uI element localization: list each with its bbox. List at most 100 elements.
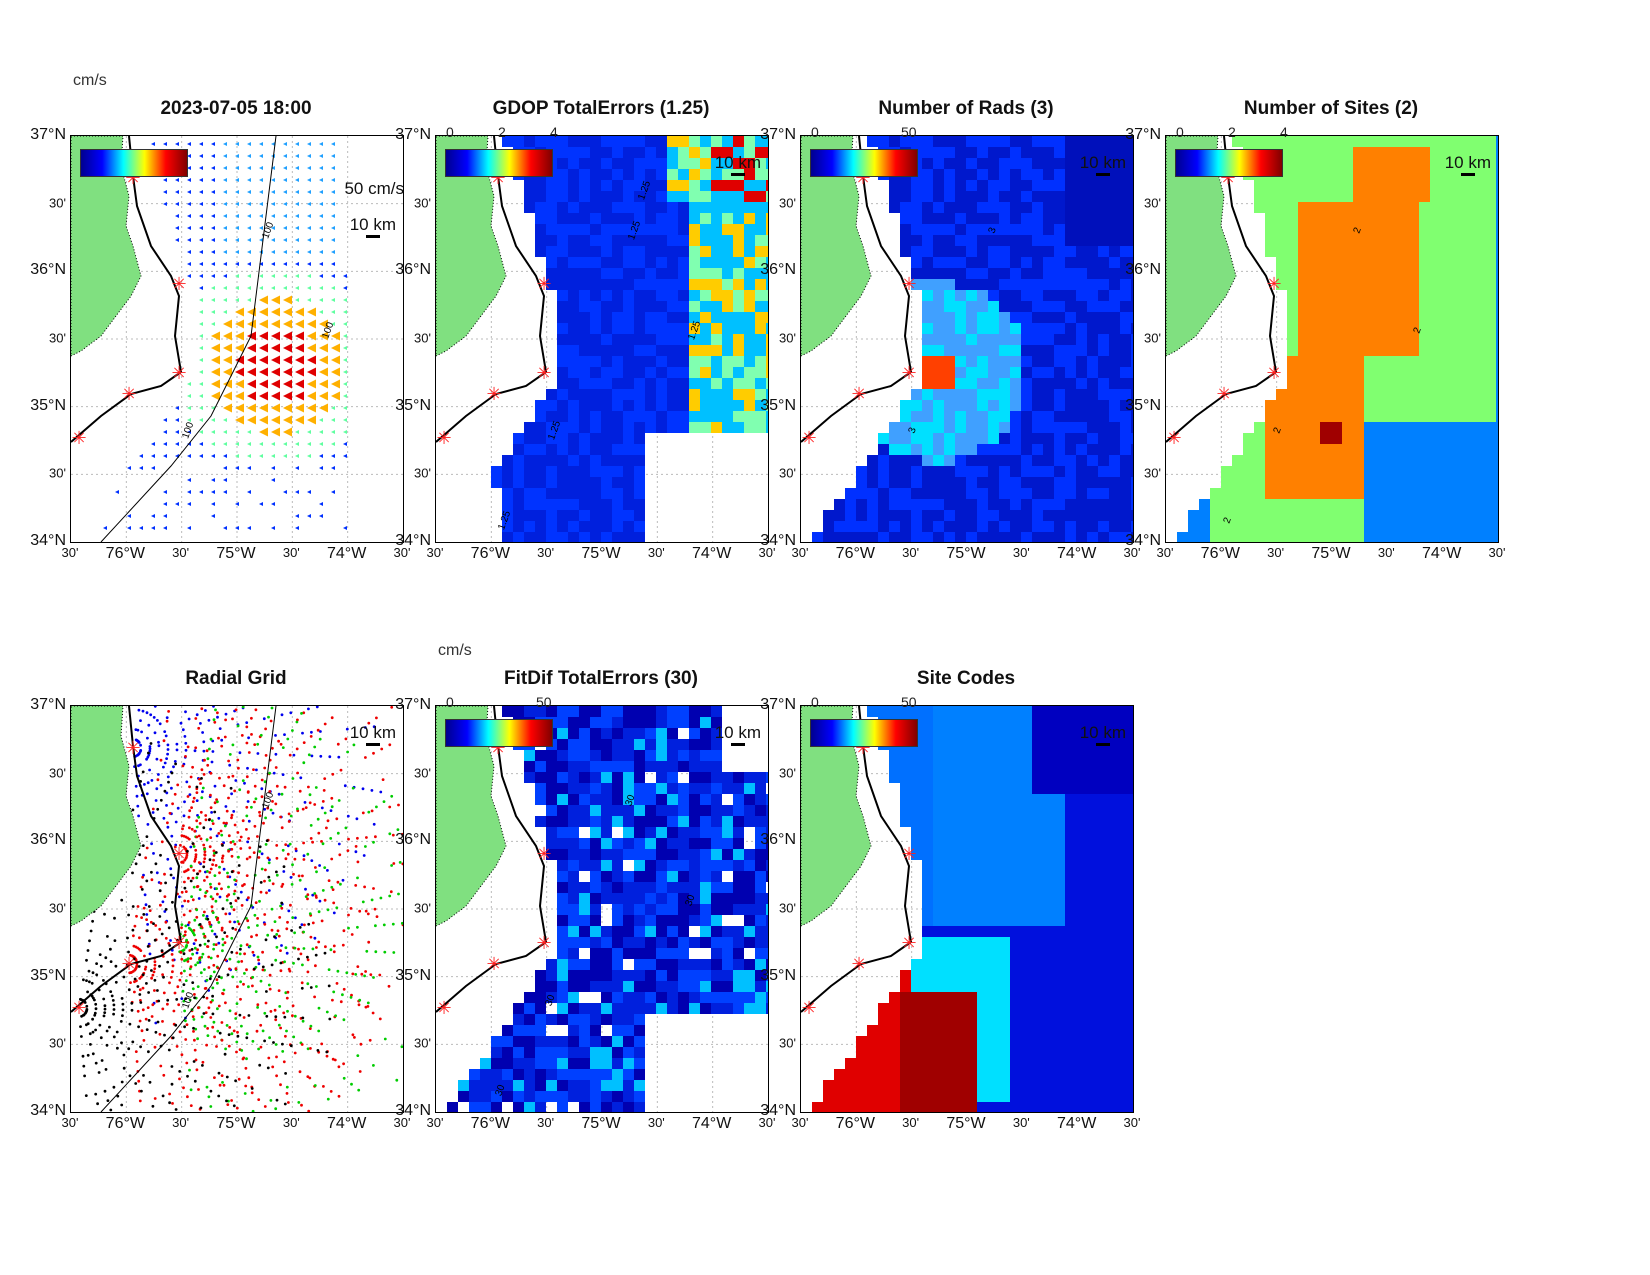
grid-cell	[513, 510, 524, 521]
grid-cell	[1397, 268, 1408, 279]
velocity-arrow	[151, 514, 155, 518]
grid-cell	[755, 290, 766, 301]
grid-cell	[1287, 422, 1298, 433]
grid-cell	[1309, 169, 1320, 180]
radial-point	[263, 879, 266, 883]
radial-point	[274, 752, 278, 756]
grid-cell	[579, 290, 590, 301]
grid-cell	[612, 728, 623, 739]
radial-point	[241, 779, 245, 782]
grid-cell	[678, 367, 689, 378]
grid-cell	[766, 279, 768, 290]
grid-cell	[1430, 279, 1441, 290]
grid-cell	[889, 202, 900, 213]
grid-cell	[1463, 367, 1474, 378]
grid-cell	[1276, 389, 1287, 400]
radial-point	[119, 1020, 123, 1023]
grid-cell	[1131, 147, 1133, 158]
radial-point	[191, 800, 195, 803]
radial-point	[228, 1009, 232, 1013]
map-axes[interactable]: ✳✳✳✳✳	[70, 705, 404, 1113]
grid-cell	[557, 147, 568, 158]
grid-cell	[601, 213, 612, 224]
grid-cell	[1463, 433, 1474, 444]
velocity-arrow	[271, 478, 275, 482]
grid-cell	[1298, 191, 1309, 202]
radial-point	[136, 985, 140, 988]
radial-point	[238, 1013, 242, 1017]
grid-cell	[966, 268, 977, 279]
grid-cell	[744, 805, 755, 816]
colorbar-tick-label: 0	[811, 124, 819, 140]
radial-point	[147, 1050, 150, 1054]
velocity-arrow	[247, 262, 251, 266]
grid-cell	[1364, 301, 1375, 312]
radial-point	[130, 1001, 134, 1005]
map-axes[interactable]: ✳✳✳✳✳	[70, 135, 404, 543]
radial-point	[339, 768, 343, 772]
grid-cell	[1131, 191, 1133, 202]
grid-cell	[722, 400, 733, 411]
grid-cell	[590, 783, 601, 794]
grid-cell	[634, 510, 645, 521]
grid-cell	[1474, 367, 1485, 378]
grid-cell	[1032, 532, 1043, 542]
velocity-arrow	[259, 178, 263, 182]
grid-cell	[1496, 422, 1498, 433]
grid-cell	[1243, 136, 1254, 147]
velocity-arrow	[175, 502, 179, 506]
grid-cell	[1353, 158, 1364, 169]
grid-cell	[1496, 312, 1498, 323]
grid-cell	[1496, 334, 1498, 345]
grid-cell	[966, 257, 977, 268]
map-axes[interactable]: ✳✳✳✳✳	[435, 705, 769, 1113]
velocity-arrow	[211, 430, 215, 434]
radial-point	[366, 1001, 370, 1005]
grid-cell	[1353, 345, 1364, 356]
grid-cell	[1331, 290, 1342, 301]
grid-cell	[955, 466, 966, 477]
grid-cell	[1232, 510, 1243, 521]
grid-cell	[667, 136, 678, 147]
grid-cell	[911, 213, 922, 224]
radial-point	[132, 957, 136, 961]
grid-cell	[612, 706, 623, 717]
velocity-arrow	[235, 526, 239, 530]
velocity-arrow	[235, 454, 239, 458]
radial-point	[379, 790, 383, 794]
radial-point	[306, 958, 310, 962]
grid-cell	[1452, 323, 1463, 334]
grid-cell	[856, 488, 867, 499]
radial-point	[329, 837, 333, 840]
velocity-arrow	[343, 334, 347, 338]
radial-point	[220, 1038, 224, 1042]
grid-cell	[955, 334, 966, 345]
grid-cell	[988, 455, 999, 466]
radial-point	[175, 998, 179, 1001]
radial-point	[191, 765, 194, 769]
radial-point	[259, 733, 263, 737]
grid-cell	[1109, 444, 1120, 455]
radial-point	[120, 997, 124, 1000]
grid-cell	[700, 268, 711, 279]
grid-cell	[568, 301, 579, 312]
velocity-arrow	[307, 142, 311, 146]
grid-cell	[645, 257, 656, 268]
radial-point	[306, 955, 309, 959]
grid-cell	[1109, 136, 1120, 147]
radial-point	[211, 1012, 215, 1016]
map-axes[interactable]: ✳✳✳✳✳	[1165, 135, 1499, 543]
grid-cell	[1364, 422, 1375, 433]
radial-point	[198, 923, 202, 926]
grid-cell	[988, 136, 999, 147]
grid-cell	[579, 499, 590, 510]
grid-cell	[601, 356, 612, 367]
grid-cell	[722, 180, 733, 191]
radial-point	[120, 898, 124, 902]
radial-point	[264, 843, 268, 846]
map-axes[interactable]: ✳✳✳✳✳	[435, 135, 769, 543]
radial-point	[198, 888, 202, 891]
grid-cell	[1419, 323, 1430, 334]
grid-cell	[988, 191, 999, 202]
map-axes[interactable]: ✳✳✳✳✳	[800, 135, 1134, 543]
